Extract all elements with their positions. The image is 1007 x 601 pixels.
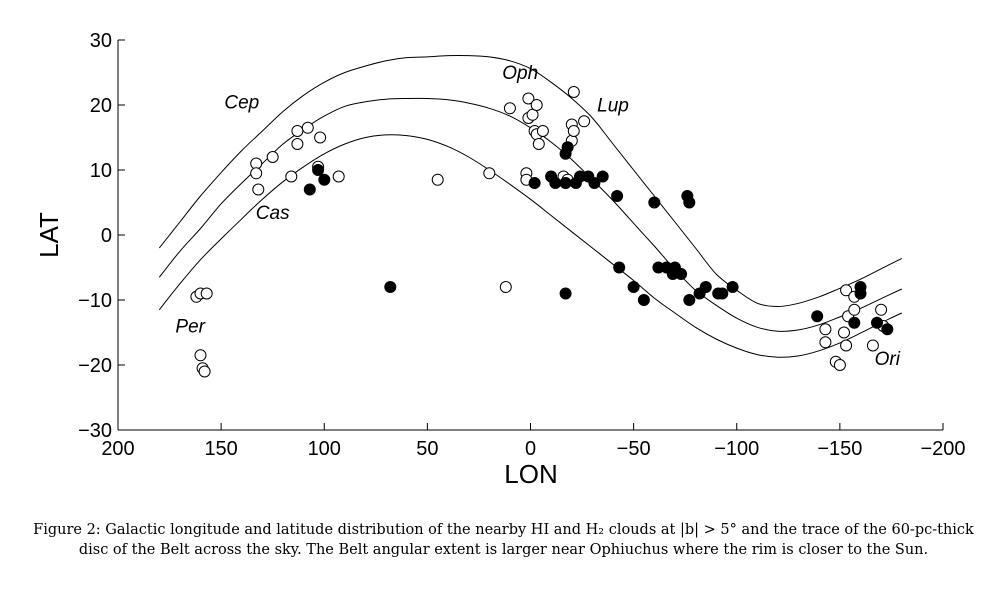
region-label-cep: Cep [224, 92, 259, 113]
open-circle-point [567, 125, 580, 137]
open-circle-point [567, 86, 580, 98]
x-tick-label: 100 [308, 438, 341, 460]
open-circle-point [314, 131, 327, 144]
filled-circle-point [637, 294, 650, 306]
open-circle-point [875, 303, 888, 316]
y-tick-label: −20 [78, 355, 112, 377]
x-tick-label: 150 [204, 438, 237, 460]
region-label-per: Per [175, 317, 205, 338]
region-label-ori: Ori [875, 349, 901, 370]
lon-lat-scatter-chart: 200 150 100 50 0 −50 −100 −150 −2003020100−10−20… [34, 30, 966, 489]
y-tick-label: 10 [90, 160, 112, 182]
open-circle-point [285, 170, 298, 183]
filled-circle-point [726, 281, 739, 293]
filled-circle-point [854, 281, 867, 293]
open-circle-point [848, 303, 861, 316]
open-circle-point [301, 121, 314, 134]
open-circle-point [198, 365, 211, 378]
x-tick-label: −100 [714, 438, 759, 460]
y-axis-title: LAT [34, 212, 64, 258]
open-circle-point [499, 281, 512, 293]
x-tick-label: 200 [101, 438, 134, 460]
filled-circle-point [648, 196, 661, 209]
filled-circle-point [683, 196, 696, 209]
filled-circle-point [811, 310, 824, 323]
x-tick-label: −150 [817, 438, 862, 460]
filled-circle-point [716, 287, 729, 300]
filled-circle-point [559, 287, 572, 300]
y-tick-label: 0 [101, 225, 112, 247]
filled-circle-point [312, 164, 325, 176]
y-tick-label: 20 [90, 95, 112, 117]
open-circle-point [833, 359, 846, 371]
y-tick-label: 30 [90, 30, 112, 52]
filled-circle-point [528, 177, 541, 189]
x-axis-title: LON [504, 459, 557, 489]
open-circle-point [532, 138, 545, 150]
filled-circle-point [666, 268, 679, 280]
x-tick-label: 50 [416, 438, 438, 460]
open-circle-point [840, 339, 853, 352]
x-tick-label: −50 [617, 438, 651, 460]
filled-circle-point [561, 141, 574, 154]
open-circle-point [200, 287, 213, 300]
filled-circle-point [588, 177, 601, 189]
open-circle-point [431, 173, 444, 186]
open-circle-point [332, 170, 345, 183]
cloud-points [190, 86, 894, 378]
filled-circle-point [611, 190, 624, 202]
open-circle-point [503, 102, 516, 115]
open-circle-point [252, 183, 265, 196]
open-circle-point [819, 323, 832, 336]
y-tick-label: −30 [78, 420, 112, 442]
open-circle-point [250, 167, 263, 180]
open-circle-point [840, 284, 853, 297]
filled-circle-point [627, 281, 640, 293]
open-circle-point [483, 167, 496, 180]
open-circle-point [866, 339, 879, 352]
region-label-lup: Lup [597, 96, 629, 117]
belt-trace-curve-1 [158, 54, 903, 308]
filled-circle-point [559, 177, 572, 189]
filled-circle-point [699, 281, 712, 293]
y-tick-label: −10 [78, 290, 112, 312]
open-circle-point [522, 92, 535, 105]
region-label-cas: Cas [256, 203, 290, 224]
filled-circle-point [303, 183, 316, 196]
open-circle-point [578, 115, 591, 128]
axes: 200 150 100 50 0 −50 −100 −150 −2003020100−10−20… [78, 30, 965, 460]
open-circle-point [530, 99, 543, 111]
x-tick-label: 0 [525, 438, 536, 460]
open-circle-point [838, 326, 850, 339]
figure-caption: Figure 2: Galactic longitude and latitud… [33, 522, 974, 558]
filled-circle-point [384, 281, 397, 293]
filled-circle-point [318, 173, 331, 186]
filled-circle-point [549, 177, 562, 189]
region-label-oph: Oph [502, 63, 538, 84]
belt-trace-curve-3 [158, 134, 903, 358]
open-circle-point [819, 336, 832, 349]
open-circle-point [291, 138, 304, 150]
filled-circle-point [871, 316, 883, 329]
open-circle-point [194, 349, 207, 362]
filled-circle-point [596, 170, 609, 183]
open-circle-point [266, 151, 279, 163]
x-tick-label: −200 [920, 438, 965, 460]
filled-circle-point [683, 294, 696, 306]
filled-circle-point [613, 261, 626, 274]
open-circle-point [291, 125, 304, 137]
open-circle-point [536, 125, 549, 137]
region-labels: Cep Cas Per Oph Lup Ori [175, 63, 900, 370]
filled-circle-point [881, 323, 894, 336]
filled-circle-point [848, 316, 861, 329]
